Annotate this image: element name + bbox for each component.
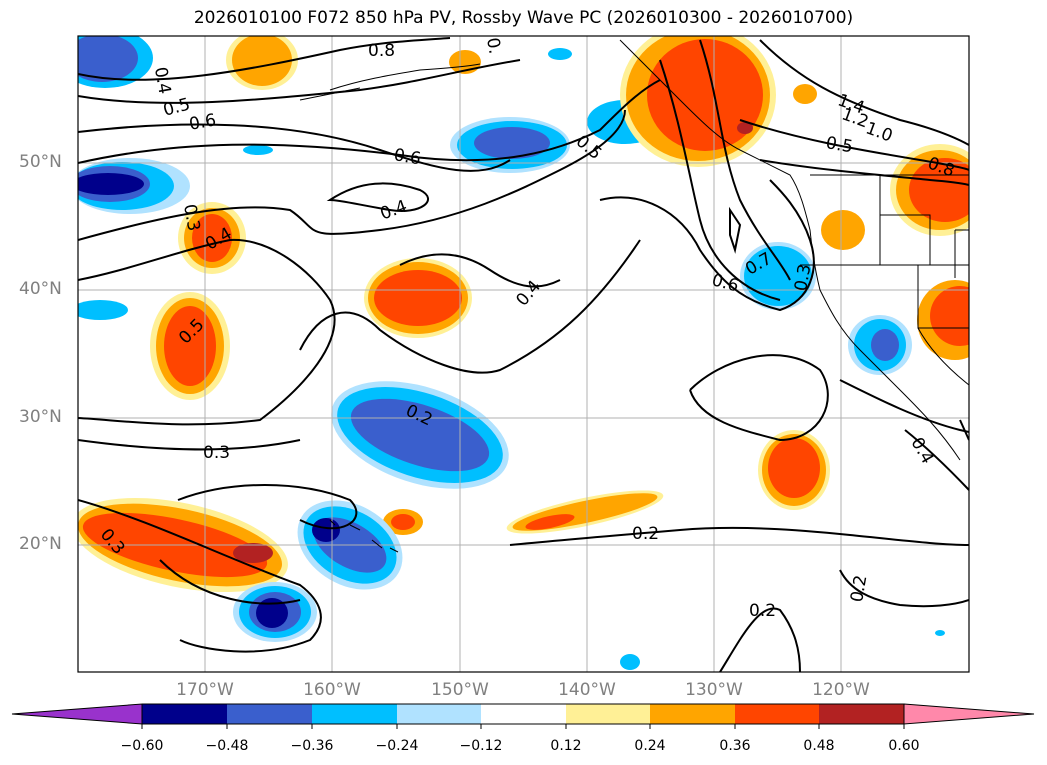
colorbar-tick-label: −0.24	[375, 738, 419, 754]
negative-anomaly-15n	[233, 582, 945, 670]
colorbar-tick-label: 0.48	[803, 738, 835, 754]
coastlines	[299, 39, 969, 553]
contour-label: 0.6	[392, 145, 422, 169]
pv-contour-lines	[78, 37, 969, 672]
colorbar-bin	[566, 704, 650, 724]
colorbar-tick-label: −0.60	[120, 738, 164, 754]
contour-label: 0.4	[150, 66, 174, 96]
colorbar-bin	[142, 704, 227, 724]
contour-label: 0.3	[203, 443, 230, 463]
gridlines	[78, 36, 969, 672]
positive-anomaly-44n-west	[178, 202, 246, 274]
colorbar-extend-low	[11, 703, 143, 725]
lat-label-50n: 50°N	[19, 152, 62, 172]
lon-label-120w: 120°W	[812, 680, 870, 700]
contour-label: 0.2	[749, 601, 776, 621]
contour-label: 0.8	[368, 41, 395, 61]
lat-label-20n: 20°N	[19, 534, 62, 554]
contour-label: 1.0	[863, 118, 895, 146]
colorbar-tick-label: 0.12	[550, 738, 582, 754]
colorbar	[11, 703, 1035, 729]
contour-label: 0.2	[847, 574, 871, 604]
positive-anomaly-east-48n	[793, 84, 969, 250]
contour-label: 0.5	[824, 133, 854, 157]
colorbar-bin	[735, 704, 819, 724]
colorbar-tick-label: −0.48	[205, 738, 249, 754]
colorbar-tick-label: −0.36	[290, 738, 334, 754]
colorbar-tick-label: 0.60	[888, 738, 920, 754]
colorbar-tick-label: 0.24	[634, 738, 666, 754]
contour-label: 0.2	[632, 524, 659, 544]
positive-anomaly-36n-west	[150, 292, 230, 400]
colorbar-bin	[819, 704, 904, 724]
colorbar-bin	[650, 704, 735, 724]
lat-label-30n: 30°N	[19, 407, 62, 427]
map-title: 2026010100 F072 850 hPa PV, Rossby Wave …	[193, 8, 854, 28]
lon-label-130w: 130°W	[685, 680, 743, 700]
negative-anomaly-west-48n	[78, 158, 190, 214]
negative-anomaly-29n-central	[331, 381, 509, 489]
contour-label: 0.4	[512, 277, 545, 311]
positive-anomaly-22n-streak	[383, 490, 664, 535]
map-frame	[77, 35, 970, 673]
positive-anomaly-39n-central	[364, 258, 472, 338]
colorbar-extend-high	[903, 703, 1035, 725]
colorbar-bin	[312, 704, 397, 724]
lon-label-160w: 160°W	[303, 680, 361, 700]
lon-label-170w: 170°W	[176, 680, 234, 700]
negative-anomaly-38n-west	[78, 300, 128, 320]
colorbar-tick-label: 0.36	[719, 738, 751, 754]
contour-label: 0.	[482, 36, 505, 55]
lon-label-140w: 140°W	[558, 680, 616, 700]
positive-anomaly-east-38n	[917, 280, 969, 360]
lat-label-40n: 40°N	[19, 279, 62, 299]
colorbar-bin	[227, 704, 312, 724]
lon-label-150w: 150°W	[431, 680, 489, 700]
colorbar-tick-label: −0.12	[459, 738, 503, 754]
contour-label: 0.4	[378, 196, 410, 224]
contour-label: 0.6	[188, 110, 218, 134]
negative-anomaly-nw	[78, 36, 153, 88]
contour-label: 0.4	[906, 434, 937, 467]
contour-label: 0.3	[791, 263, 815, 293]
colorbar-bin	[397, 704, 481, 724]
contour-label: 0.3	[179, 203, 203, 233]
positive-anomaly-25n-east	[758, 430, 830, 510]
colorbar-bin	[481, 704, 566, 724]
positive-anomaly-gulf-of-alaska	[620, 36, 776, 167]
